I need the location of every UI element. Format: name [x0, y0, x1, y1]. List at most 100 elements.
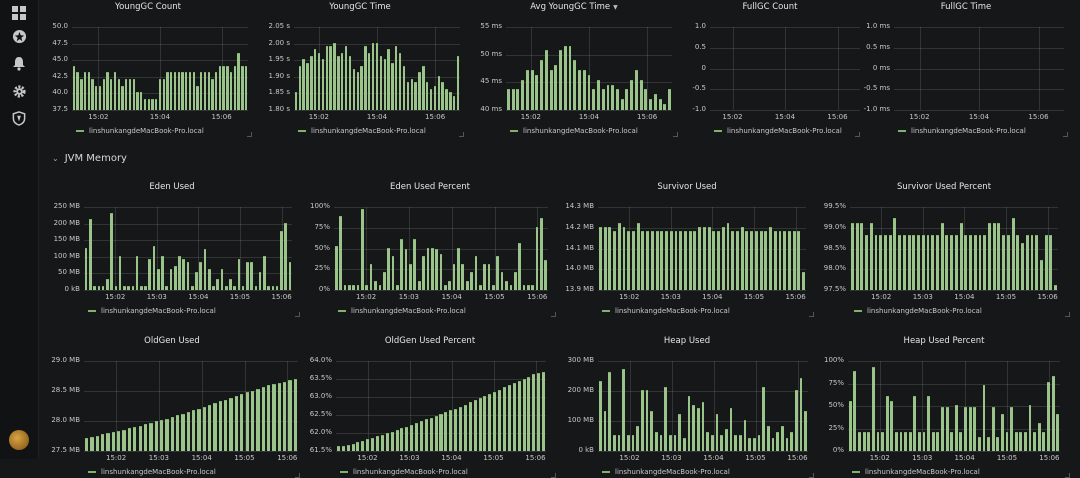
x-tick-label: 15:04: [774, 113, 796, 121]
legend[interactable]: linshunkangdeMacBook-Pro.local: [298, 127, 426, 135]
legend[interactable]: linshunkangdeMacBook-Pro.local: [340, 468, 468, 476]
bar: [912, 235, 916, 290]
dashboard-star-icon[interactable]: [9, 26, 29, 46]
y-tick-label: 14.0 MB: [565, 264, 594, 273]
caret-down-icon[interactable]: ▼: [613, 4, 618, 11]
bar: [404, 249, 408, 290]
panel-title[interactable]: Survivor Used Percent: [818, 180, 1070, 194]
panel-title[interactable]: Eden Used Percent: [304, 180, 556, 194]
panel-title[interactable]: OldGen Used Percent: [304, 334, 556, 348]
bar: [439, 254, 443, 290]
resize-handle[interactable]: [1063, 132, 1068, 137]
panel-title[interactable]: Eden Used: [44, 180, 300, 194]
grid-line-vertical: [156, 207, 158, 290]
user-avatar[interactable]: [9, 430, 29, 450]
grid-line-horizontal: [72, 76, 248, 78]
legend[interactable]: linshunkangdeMacBook-Pro.local: [76, 127, 204, 135]
resize-handle[interactable]: [459, 132, 464, 137]
resize-handle[interactable]: [809, 312, 814, 317]
bar: [302, 59, 305, 110]
bar: [683, 230, 687, 290]
panel-eden-used-percent: Eden Used Percent 100% 75% 50% 25% 0% 15:02 15:…: [304, 180, 556, 325]
bar: [87, 72, 90, 110]
legend[interactable]: linshunkangdeMacBook-Pro.local: [338, 307, 466, 315]
panel-title[interactable]: Survivor Used: [560, 180, 814, 194]
bar: [544, 259, 548, 290]
bar: [448, 280, 452, 290]
panel-title[interactable]: Heap Used: [560, 334, 814, 348]
alert-bell-icon[interactable]: [9, 53, 29, 73]
bar: [611, 84, 615, 110]
bar: [208, 405, 212, 451]
panel-full-gc-time: FullGC Time 1.0 ms 0.5 ms 0 ms -0.5 ms -1.0 m…: [864, 0, 1068, 148]
resize-handle[interactable]: [295, 473, 300, 478]
bar: [317, 52, 321, 110]
legend[interactable]: linshunkangdeMacBook-Pro.local: [88, 307, 216, 315]
x-tick-label: 15:03: [912, 293, 933, 301]
y-tick-label: 200 MB: [567, 386, 594, 394]
shield-icon[interactable]: [9, 108, 29, 128]
bar: [848, 400, 852, 451]
resize-handle[interactable]: [855, 132, 860, 137]
resize-handle[interactable]: [809, 473, 814, 478]
panel-title[interactable]: Heap Used Percent: [818, 334, 1070, 348]
resize-handle[interactable]: [1065, 312, 1070, 317]
panel-title[interactable]: FullGC Count: [680, 0, 860, 14]
bar: [237, 259, 241, 290]
bar: [226, 65, 229, 110]
grid-line-vertical: [240, 207, 241, 290]
grid-line-horizontal: [84, 290, 292, 291]
bar: [608, 372, 612, 451]
bar: [151, 99, 154, 110]
grid-line-vertical: [785, 27, 786, 110]
grid-line-horizontal: [84, 223, 292, 225]
bar: [125, 79, 128, 110]
bar: [804, 411, 808, 451]
chevron-down-icon[interactable]: ⌄: [52, 154, 59, 163]
legend[interactable]: linshunkangdeMacBook-Pro.local: [852, 468, 980, 476]
legend[interactable]: linshunkangdeMacBook-Pro.local: [602, 468, 730, 476]
legend[interactable]: linshunkangdeMacBook-Pro.local: [88, 468, 216, 476]
x-tick-label: 15:02: [871, 293, 892, 301]
grid-line-horizontal: [598, 227, 806, 229]
resize-handle[interactable]: [295, 312, 300, 317]
y-tick-label: 98.5%: [823, 243, 846, 252]
bar: [263, 255, 266, 290]
x-tick-label: 15:04: [703, 454, 724, 462]
resize-handle[interactable]: [673, 132, 678, 137]
panel-title[interactable]: OldGen Used: [44, 334, 300, 348]
resize-handle[interactable]: [1065, 473, 1070, 478]
resize-handle[interactable]: [551, 473, 556, 478]
legend[interactable]: linshunkangdeMacBook-Pro.local: [898, 127, 1026, 135]
grid-line-horizontal: [506, 110, 672, 111]
legend[interactable]: linshunkangdeMacBook-Pro.local: [714, 127, 842, 135]
apps-icon[interactable]: [9, 3, 29, 23]
panel-title[interactable]: FullGC Time: [864, 0, 1068, 14]
bar: [445, 89, 448, 110]
panel-title[interactable]: YoungGC Count: [44, 0, 252, 14]
bar: [869, 222, 873, 290]
legend[interactable]: linshunkangdeMacBook-Pro.local: [854, 307, 982, 315]
bar: [310, 55, 313, 110]
panel-title[interactable]: Avg YoungGC Time ▼: [470, 0, 678, 14]
bar: [649, 99, 653, 110]
bar: [1025, 235, 1029, 290]
bar: [459, 406, 463, 451]
row-header-jvm-memory[interactable]: ⌄ JVM Memory: [52, 153, 127, 164]
legend[interactable]: linshunkangdeMacBook-Pro.local: [510, 127, 638, 135]
bar: [233, 65, 237, 110]
bar: [634, 69, 638, 110]
bar: [106, 72, 109, 110]
y-tick-label: 27.5 MB: [51, 446, 80, 454]
legend[interactable]: linshunkangdeMacBook-Pro.local: [602, 307, 730, 315]
gear-icon[interactable]: [9, 81, 29, 101]
panel-title[interactable]: YoungGC Time: [256, 0, 464, 14]
grid-line-horizontal: [84, 240, 292, 242]
resize-handle[interactable]: [247, 132, 252, 137]
bar: [631, 435, 635, 451]
bar: [133, 427, 137, 451]
bar: [256, 388, 260, 451]
bar: [978, 235, 982, 290]
resize-handle[interactable]: [551, 312, 556, 317]
legend-label: linshunkangdeMacBook-Pro.local: [615, 468, 730, 476]
